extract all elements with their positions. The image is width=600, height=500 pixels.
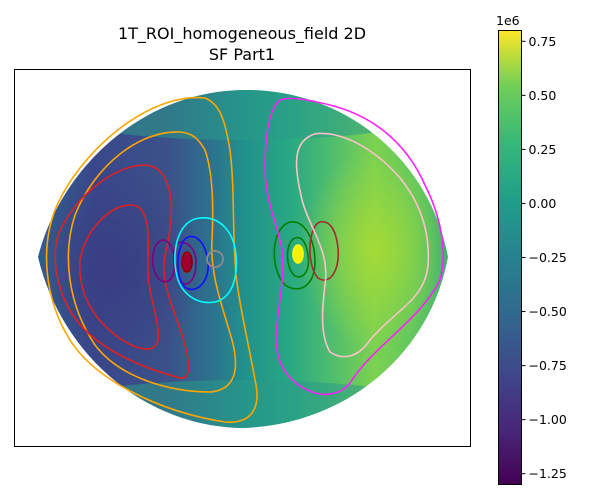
colorbar-tick-label: −0.75 <box>529 358 567 373</box>
colorbar-tick-label: 0.00 <box>529 196 557 211</box>
contour-orange-inner <box>67 131 237 393</box>
colorbar-tick-label: 0.75 <box>529 34 557 49</box>
field-map <box>38 89 448 428</box>
colorbar-tick-label: −1.00 <box>529 412 567 427</box>
chart-title-line-1: 1T_ROI_homogeneous_field 2D <box>118 24 366 44</box>
contour-brown <box>309 221 340 281</box>
colorbar-tick-label: 0.25 <box>529 142 557 157</box>
contour-cyan <box>174 217 238 304</box>
contour-orange-outer <box>45 96 258 423</box>
contours <box>45 96 444 423</box>
field-bottom-band <box>42 380 442 428</box>
colorbar-scale-label: 1e6 <box>496 13 520 28</box>
contour-green-outer <box>273 221 316 290</box>
contour-purple-outer <box>151 239 176 283</box>
chart-title-line-2: SF Part1 <box>209 45 275 64</box>
contour-red-outer <box>54 164 190 379</box>
contour-gray-circle <box>206 250 224 268</box>
contour-green-inner <box>286 236 310 278</box>
colorbar-ticks: 0.75 0.50 0.25 0.00 −0.25 −0.50 −0.75 −1.00 −1.2… <box>521 34 567 481</box>
colorbar-tick-label: −0.25 <box>529 250 567 265</box>
plot-axes-frame <box>14 69 471 447</box>
contour-blue <box>177 235 209 291</box>
contour-yellow-core <box>292 244 304 264</box>
contour-pink <box>295 132 430 358</box>
colorbar <box>498 30 522 485</box>
field-top-band <box>42 89 442 140</box>
contour-dark-red-left <box>181 251 193 273</box>
contour-red-inner <box>79 204 159 350</box>
colorbar-tick-label: −1.25 <box>529 466 567 481</box>
colorbar-tick-label: −0.50 <box>529 304 567 319</box>
contour-purple-inner <box>172 241 197 285</box>
contour-magenta <box>264 97 444 396</box>
colorbar-tick-label: 0.50 <box>529 88 557 103</box>
